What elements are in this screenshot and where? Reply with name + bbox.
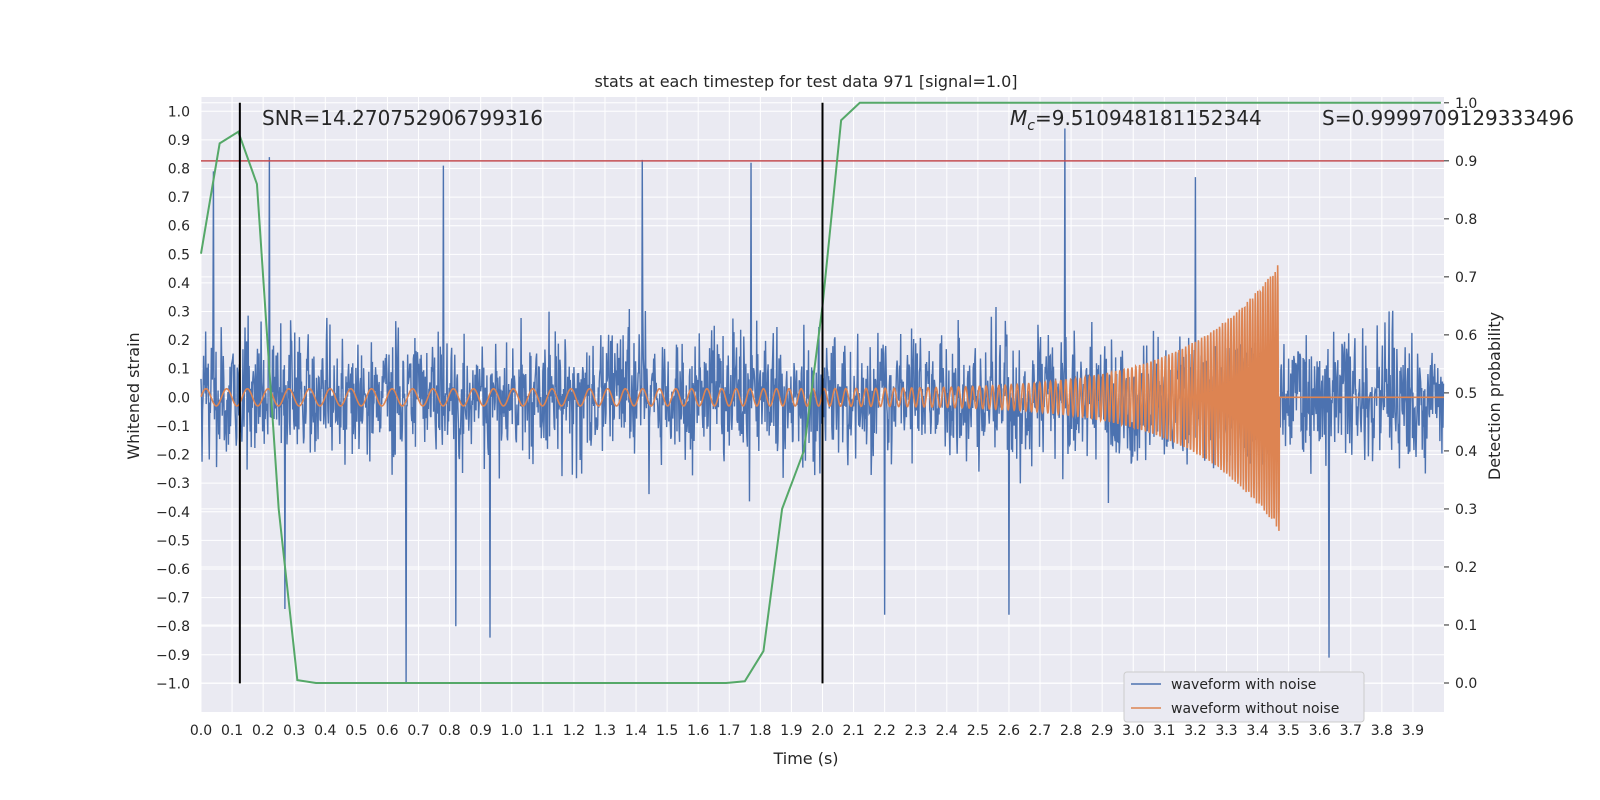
y-tick-label: −0.1	[156, 419, 190, 435]
chirp-mass-value: =9.510948181152344	[1035, 106, 1262, 130]
x-tick-label: 1.8	[749, 723, 771, 739]
legend-box	[1123, 671, 1365, 723]
y-tick-label: 0.6	[168, 219, 190, 235]
x-tick-label: 3.4	[1246, 723, 1268, 739]
y-tick-label: 1.0	[168, 104, 190, 120]
x-tick-label: 2.9	[1091, 723, 1113, 739]
x-tick-label: 0.9	[470, 723, 492, 739]
y-tick-label: 0.1	[168, 362, 190, 378]
x-axis-label: Time (s)	[772, 749, 838, 768]
y2-tick-label: 0.1	[1455, 618, 1477, 634]
y2-tick-label: 0.3	[1455, 502, 1477, 518]
x-tick-label: 1.6	[687, 723, 709, 739]
x-tick-label: 1.9	[780, 723, 802, 739]
y-tick-label: 0.5	[168, 247, 190, 263]
y-tick-label: 0.8	[168, 162, 190, 178]
y-tick-label: −0.6	[156, 562, 190, 578]
legend-label-noisy: waveform with noise	[1171, 677, 1316, 693]
x-tick-label: 0.0	[190, 723, 212, 739]
chart-title: stats at each timestep for test data 971…	[594, 72, 1017, 91]
x-tick-label: 3.5	[1277, 723, 1299, 739]
x-tick-label: 0.6	[376, 723, 398, 739]
y2-tick-label: 1.0	[1455, 96, 1477, 112]
x-tick-label: 0.5	[345, 723, 367, 739]
x-tick-label: 2.3	[905, 723, 927, 739]
y-tick-label: −0.8	[156, 619, 190, 635]
x-tick-label: 3.9	[1402, 723, 1424, 739]
x-tick-label: 1.0	[501, 723, 523, 739]
x-tick-label: 3.3	[1215, 723, 1237, 739]
chirp-mass-subscript: c	[1027, 118, 1035, 134]
x-tick-label: 3.7	[1340, 723, 1362, 739]
x-tick-label: 1.4	[625, 723, 647, 739]
x-tick-label: 1.2	[563, 723, 585, 739]
y-tick-label: −0.4	[156, 505, 190, 521]
x-tick-label: 2.5	[967, 723, 989, 739]
y2-tick-label: 0.0	[1455, 676, 1477, 692]
x-tick-label: 2.2	[874, 723, 896, 739]
y2-tick-label: 0.4	[1455, 444, 1477, 460]
x-tick-label: 3.2	[1184, 723, 1206, 739]
y-tick-label: 0.0	[168, 390, 190, 406]
x-tick-label: 3.0	[1122, 723, 1144, 739]
y2-tick-label: 0.6	[1455, 328, 1477, 344]
x-tick-label: 1.7	[718, 723, 740, 739]
x-tick-label: 0.1	[221, 723, 243, 739]
y-tick-label: −0.5	[156, 533, 190, 549]
y2-tick-label: 0.9	[1455, 154, 1477, 170]
legend: waveform with noise waveform without noi…	[1123, 671, 1365, 723]
y-tick-label: −1.0	[156, 676, 190, 692]
y-tick-label: −0.3	[156, 476, 190, 492]
x-tick-label: 1.3	[594, 723, 616, 739]
s-annotation: S=0.9999709129333496	[1322, 106, 1574, 130]
y2-tick-label: 0.7	[1455, 270, 1477, 286]
y-tick-label: −0.7	[156, 591, 190, 607]
x-tick-label: 0.8	[438, 723, 460, 739]
x-tick-label: 2.7	[1029, 723, 1051, 739]
x-tick-label: 0.3	[283, 723, 305, 739]
chirp-mass-annotation: Mc=9.510948181152344	[1010, 106, 1262, 134]
y-tick-label: −0.9	[156, 648, 190, 664]
x-tick-label: 3.6	[1309, 723, 1331, 739]
y-tick-label: 0.9	[168, 133, 190, 149]
x-tick-label: 2.0	[811, 723, 833, 739]
y-tick-label: 0.2	[168, 333, 190, 349]
y-axis-label: Whitened strain	[124, 332, 143, 459]
x-tick-label: 1.1	[532, 723, 554, 739]
y2-tick-label: 0.5	[1455, 386, 1477, 402]
y-tick-label: 0.7	[168, 190, 190, 206]
x-tick-label: 2.1	[842, 723, 864, 739]
chirp-mass-symbol: M	[1010, 106, 1027, 130]
legend-label-clean: waveform without noise	[1171, 701, 1339, 717]
x-tick-label: 0.7	[407, 723, 429, 739]
x-tick-label: 0.2	[252, 723, 274, 739]
x-tick-label: 3.8	[1371, 723, 1393, 739]
x-tick-label: 2.6	[998, 723, 1020, 739]
y2-tick-label: 0.2	[1455, 560, 1477, 576]
y-tick-label: 0.3	[168, 305, 190, 321]
y2-axis-label: Detection probability	[1485, 312, 1504, 480]
y-tick-label: 0.4	[168, 276, 190, 292]
axes-layer: 0.0 0.1 0.2 0.3 0.4 0.5 0.6 0.7 0.8 0.9 1.0 1.1 1.2 1…	[156, 96, 1477, 739]
snr-annotation: SNR=14.270752906799316	[262, 106, 543, 130]
x-tick-label: 1.5	[656, 723, 678, 739]
y-tick-label: −0.2	[156, 448, 190, 464]
series-layer	[200, 101, 1445, 684]
x-tick-label: 2.8	[1060, 723, 1082, 739]
x-tick-label: 3.1	[1153, 723, 1175, 739]
x-tick-label: 0.4	[314, 723, 336, 739]
y2-tick-label: 0.8	[1455, 212, 1477, 228]
x-tick-label: 2.4	[936, 723, 958, 739]
detection-probability-line	[200, 101, 1441, 684]
